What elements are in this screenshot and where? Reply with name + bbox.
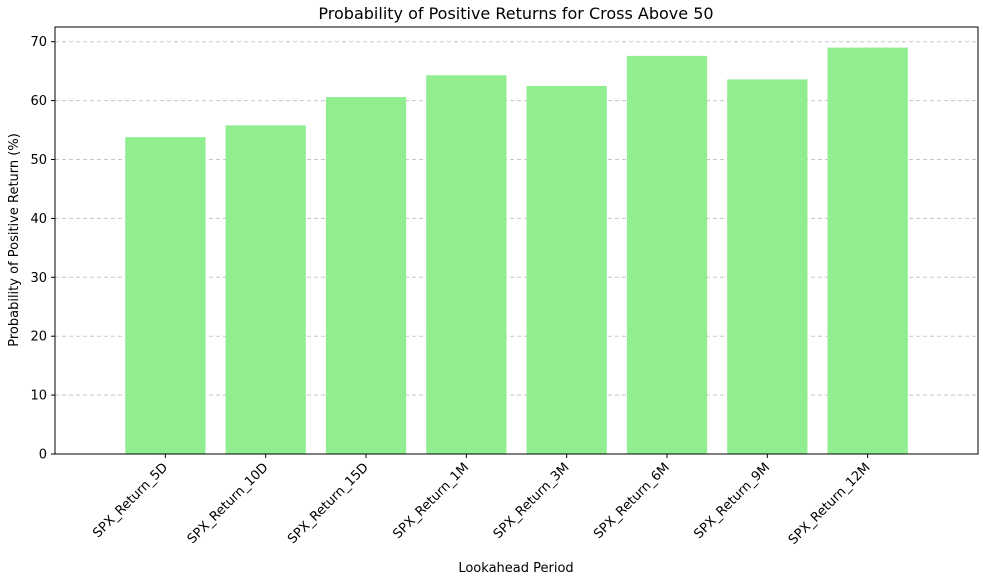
y-tick-label: 40 [30, 212, 47, 227]
x-axis: SPX_Return_5D SPX_Return_10D SPX_Return_15… [90, 454, 873, 548]
x-axis-label: Lookahead Period [458, 561, 573, 576]
bar [827, 47, 908, 454]
y-tick-label: 10 [30, 389, 47, 404]
chart-title: Probability of Positive Returns for Cros… [318, 4, 713, 23]
x-tick-label: SPX_Return_15D [285, 460, 372, 547]
x-tick-label: SPX_Return_10D [185, 460, 272, 547]
plot-frame [54, 26, 979, 455]
bar [526, 85, 607, 455]
y-tick-label: 70 [30, 35, 47, 50]
y-axis: 0 10 20 30 40 50 60 70 [30, 35, 55, 463]
bar [125, 137, 206, 455]
x-tick-label: SPX_Return_12M [786, 460, 874, 548]
y-tick-label: 20 [30, 330, 47, 345]
bar [325, 97, 407, 454]
y-tick-label: 60 [30, 94, 47, 109]
x-tick-label: SPX_Return_5D [90, 460, 171, 541]
y-tick-label: 0 [39, 448, 47, 463]
bar [626, 55, 708, 454]
y-tick-label: 30 [30, 271, 47, 286]
bar [426, 75, 507, 455]
bar [727, 79, 808, 454]
y-axis-label: Probability of Positive Return (%) [7, 133, 22, 347]
x-tick-label: SPX_Return_6M [591, 460, 673, 542]
x-tick-label: SPX_Return_9M [691, 460, 773, 542]
bars [125, 47, 908, 455]
bar [225, 125, 306, 454]
y-tick-label: 50 [30, 153, 47, 168]
x-tick-label: SPX_Return_3M [491, 460, 573, 542]
x-tick-label: SPX_Return_1M [390, 460, 472, 542]
